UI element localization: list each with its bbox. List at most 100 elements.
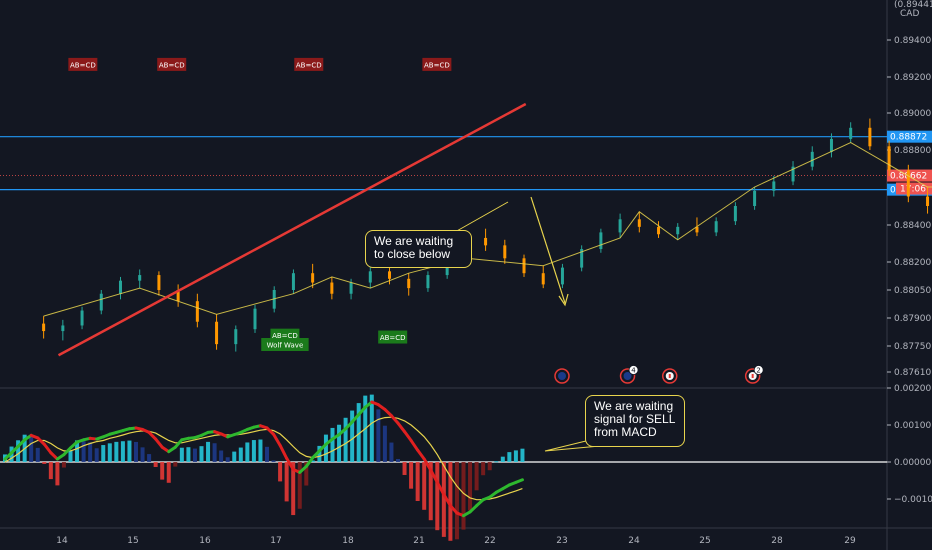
candle	[772, 175, 776, 197]
candle	[407, 273, 411, 296]
time-tick-label: 28	[771, 536, 783, 546]
macd-histogram-bar	[127, 440, 132, 462]
pattern-label-text: AB=CD	[424, 61, 450, 69]
candle	[657, 221, 661, 238]
pattern-label-text: AB=CD	[272, 332, 298, 340]
candle	[560, 263, 564, 289]
price-tick-label: 0.89000	[894, 109, 931, 119]
macd-signal-line	[4, 416, 523, 501]
macd-histogram-bar	[147, 454, 152, 462]
macd-histogram-bar	[186, 447, 191, 462]
projection-arrow-head	[558, 293, 569, 307]
time-tick-label: 18	[342, 536, 354, 546]
macd-histogram-bar	[513, 450, 518, 462]
macd-line-segment	[154, 437, 164, 449]
candle	[522, 254, 526, 277]
candle-body	[215, 321, 219, 345]
macd-histogram-bar	[461, 462, 466, 530]
price-tick-label: 0.87750	[894, 342, 931, 352]
candle	[580, 245, 584, 272]
pattern-label: AB=CD	[294, 57, 324, 71]
macd-line-segment	[16, 438, 27, 448]
macd-line-segment	[49, 451, 59, 461]
candle	[61, 319, 65, 341]
time-tick-label: 23	[556, 536, 567, 546]
macd-line-segment	[429, 468, 439, 484]
macd-histogram-bar	[304, 462, 309, 486]
candle	[195, 293, 199, 328]
macd-line-segment	[147, 430, 158, 441]
macd-histogram-bar	[468, 462, 473, 511]
annotation-line: We are waiting	[374, 234, 454, 248]
candle-body	[753, 190, 757, 206]
price-tick-label: 0.88800	[894, 146, 931, 156]
macd-histogram-bar	[153, 462, 158, 467]
candle-body	[61, 325, 65, 332]
macd-histogram-bar	[376, 409, 381, 462]
macd-histogram-bar	[88, 442, 93, 462]
macd-histogram-bar	[415, 462, 420, 501]
macd-histogram-bar	[107, 443, 112, 462]
pattern-label-bg	[261, 338, 309, 351]
time-tick-label: 25	[699, 536, 710, 546]
candle	[887, 140, 891, 176]
candle-body	[695, 226, 699, 233]
candle-body	[714, 221, 718, 233]
macd-histogram-bar	[212, 443, 217, 462]
macd-histogram-bar	[199, 446, 204, 462]
candle	[138, 269, 142, 289]
candle	[176, 284, 180, 307]
macd-line-segment	[383, 407, 393, 418]
candle	[599, 228, 603, 253]
candle	[80, 306, 84, 330]
annotation-line: We are waiting	[594, 399, 674, 413]
macd-histogram-bar	[487, 462, 492, 471]
candle	[253, 304, 257, 333]
candle	[868, 118, 872, 150]
macd-histogram-bar	[284, 462, 289, 502]
macd-histogram-bar	[297, 462, 302, 509]
macd-histogram-bar	[454, 462, 459, 540]
price-level-tag-text: 0.88872	[890, 133, 927, 143]
macd-line-segment	[403, 430, 413, 443]
price-level-tag-bg	[887, 130, 932, 143]
macd-histogram-bar	[356, 403, 361, 462]
macd-line-segment	[422, 457, 433, 472]
macd-tick-label: 0.00000	[894, 458, 931, 468]
candle-body	[80, 310, 84, 326]
candle	[234, 325, 238, 352]
macd-histogram-bar	[317, 445, 322, 462]
macd-histogram-bar	[422, 462, 427, 510]
time-tick-label: 22	[484, 536, 495, 546]
macd-tick-label: −0.00100	[894, 495, 932, 505]
candle-body	[118, 280, 122, 294]
macd-histogram-bar	[35, 447, 40, 462]
price-tick-label: 0.87900	[894, 314, 931, 324]
candle	[291, 269, 295, 294]
macd-line-segment	[36, 436, 46, 446]
macd-histogram-bar	[173, 462, 178, 467]
projection-arrow	[530, 196, 569, 307]
pattern-label-text: AB=CD	[380, 334, 406, 342]
candle-body	[618, 219, 622, 233]
candle	[118, 276, 122, 300]
annotation-close-below: We are waiting to close below	[365, 230, 472, 268]
macd-line-segment	[3, 451, 14, 461]
pattern-label-bg	[294, 57, 324, 71]
event-count-text: 4	[631, 367, 636, 375]
candle-body	[772, 181, 776, 191]
candle	[637, 211, 641, 233]
macd-histogram-bar	[179, 447, 184, 462]
macd-histogram-bar	[29, 434, 34, 462]
macd-line-segment	[435, 480, 446, 497]
macd-histogram-bar	[120, 441, 125, 462]
candle	[829, 133, 833, 158]
candle	[714, 217, 718, 237]
macd-line-segment	[304, 456, 315, 468]
event-count-badge	[753, 365, 764, 375]
macd-histogram-bar	[61, 462, 66, 468]
macd-histogram-bar	[507, 452, 512, 462]
pattern-label-bg	[422, 57, 452, 71]
macd-histogram-bar	[396, 458, 400, 462]
